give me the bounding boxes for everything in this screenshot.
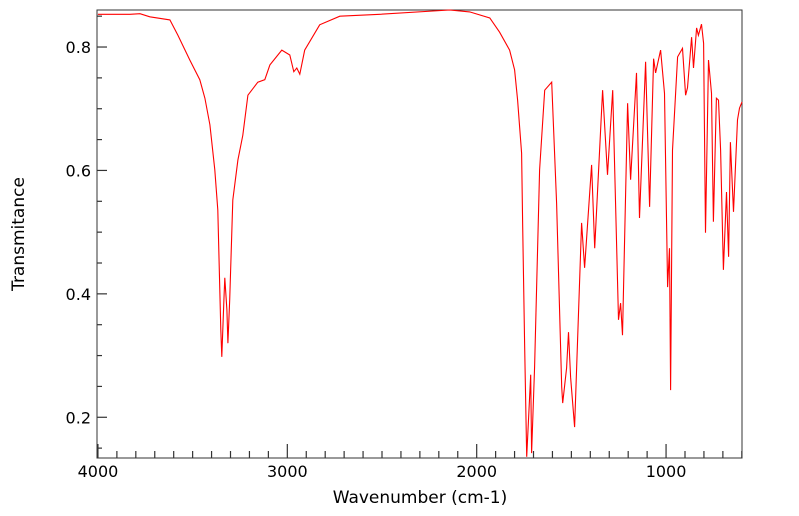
x-tick-label: 3000 [267, 462, 308, 481]
x-tick-labels: 4000 3000 2000 1000 [78, 462, 687, 481]
y-tick-label: 0.4 [66, 285, 91, 304]
y-tick-label: 0.2 [66, 408, 91, 427]
x-tick-label: 4000 [78, 462, 119, 481]
y-tick-labels: 0.2 0.4 0.6 0.8 [66, 38, 91, 427]
x-tick-label: 2000 [456, 462, 497, 481]
y-tick-label: 0.6 [66, 161, 91, 180]
x-axis-title: Wavenumber (cm-1) [333, 488, 508, 508]
y-axis-title: Transmitance [9, 177, 29, 292]
y-tick-label: 0.8 [66, 38, 91, 57]
axis-ticks [97, 15, 743, 458]
spectrum-line [97, 9, 743, 457]
x-tick-label: 1000 [646, 462, 687, 481]
